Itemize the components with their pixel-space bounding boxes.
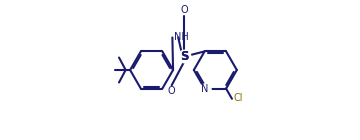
Text: O: O bbox=[168, 87, 175, 96]
Text: NH: NH bbox=[174, 32, 189, 42]
Text: S: S bbox=[180, 50, 188, 63]
Text: S: S bbox=[180, 50, 188, 63]
Text: O: O bbox=[180, 5, 188, 15]
Text: N: N bbox=[201, 84, 208, 94]
Text: Cl: Cl bbox=[234, 93, 243, 103]
